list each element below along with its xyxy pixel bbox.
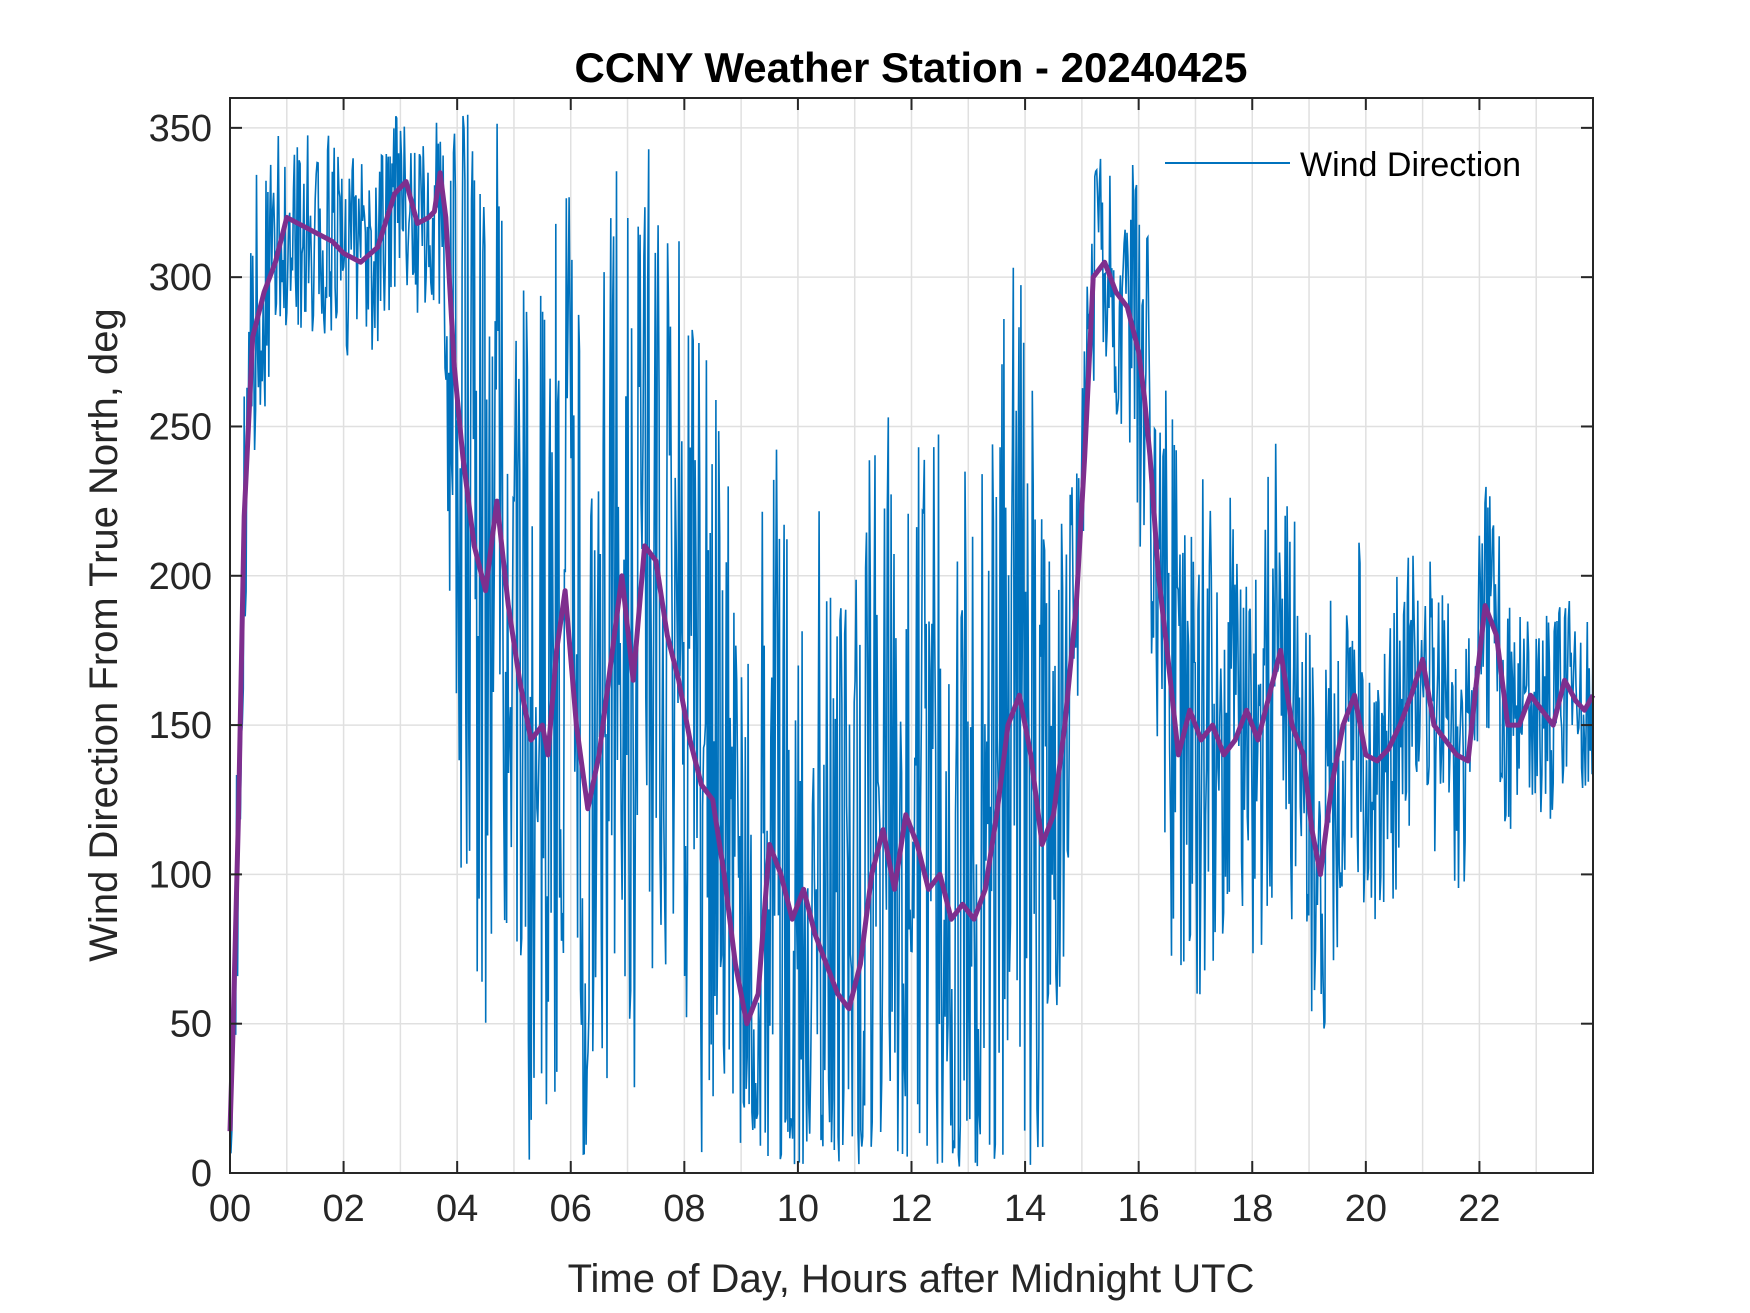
y-tick-label: 200 bbox=[149, 556, 212, 598]
x-axis-label: Time of Day, Hours after Midnight UTC bbox=[568, 1257, 1255, 1301]
x-tick-label: 18 bbox=[1231, 1188, 1273, 1230]
y-tick-label: 300 bbox=[149, 257, 212, 299]
chart-title: CCNY Weather Station - 20240425 bbox=[574, 44, 1247, 91]
x-tick-label: 06 bbox=[550, 1188, 592, 1230]
legend: Wind Direction bbox=[1165, 146, 1521, 184]
x-tick-label: 20 bbox=[1345, 1188, 1387, 1230]
x-tick-label: 16 bbox=[1118, 1188, 1160, 1230]
x-tick-label: 22 bbox=[1458, 1188, 1500, 1230]
x-tick-label: 08 bbox=[663, 1188, 705, 1230]
y-tick-label: 100 bbox=[149, 854, 212, 896]
y-axis-label: Wind Direction From True North, deg bbox=[82, 308, 126, 962]
smoothed-series-group bbox=[227, 170, 1596, 1132]
legend-entry-wind-direction: Wind Direction bbox=[1300, 146, 1521, 184]
y-tick-label: 350 bbox=[149, 108, 212, 150]
y-ticks-group: 0 50 100 150 200 250 300 350 bbox=[149, 108, 1593, 1195]
y-tick-label: 50 bbox=[170, 1004, 212, 1046]
x-tick-label: 02 bbox=[322, 1188, 364, 1230]
series-wind-direction-smoothed bbox=[227, 170, 1596, 1132]
raw-series-group bbox=[229, 114, 1594, 1167]
x-tick-label: 00 bbox=[209, 1188, 251, 1230]
y-tick-label: 250 bbox=[149, 406, 212, 448]
x-tick-label: 14 bbox=[1004, 1188, 1046, 1230]
series-wind-direction bbox=[229, 114, 1594, 1167]
x-ticks-group: 00 02 04 06 08 10 12 14 16 18 20 22 bbox=[209, 98, 1501, 1230]
x-tick-label: 04 bbox=[436, 1188, 478, 1230]
y-tick-label: 150 bbox=[149, 705, 212, 747]
x-tick-label: 10 bbox=[777, 1188, 819, 1230]
x-tick-label: 12 bbox=[890, 1188, 932, 1230]
y-tick-label: 0 bbox=[191, 1153, 212, 1195]
